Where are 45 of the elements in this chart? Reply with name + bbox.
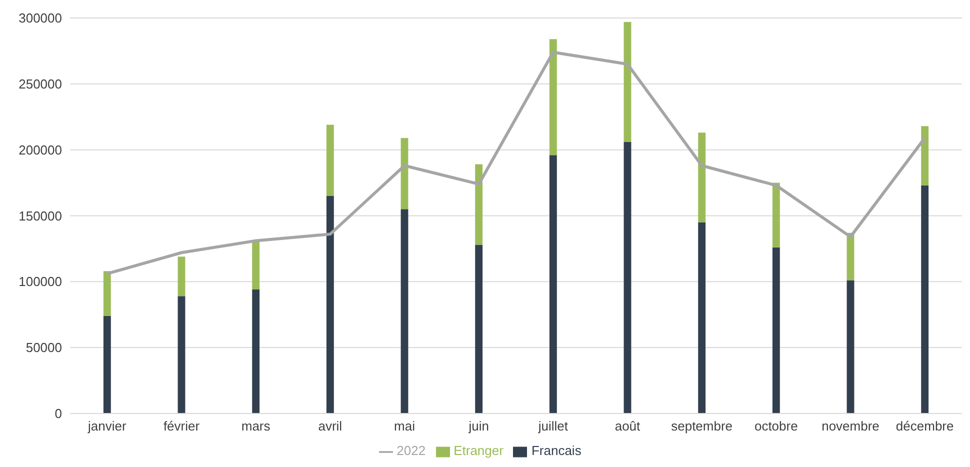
x-tick-label: août — [614, 418, 641, 434]
bar — [772, 182, 780, 248]
x-tick-label: juillet — [537, 418, 568, 434]
bar — [698, 132, 706, 222]
x-tick-label: septembre — [671, 418, 733, 434]
y-tick-label: 200000 — [18, 142, 62, 158]
bar — [252, 290, 260, 414]
bar — [549, 155, 557, 414]
x-tick-label: janvier — [87, 418, 127, 434]
line-series — [106, 50, 926, 276]
y-tick-label: 0 — [54, 406, 62, 422]
legend-label: Etranger — [454, 443, 504, 458]
x-tick-label: mars — [241, 418, 271, 434]
legend-label: 2022 — [396, 443, 426, 458]
y-tick-label: 300000 — [18, 10, 62, 26]
bar — [178, 256, 186, 296]
x-tick-label: février — [163, 418, 200, 434]
bar — [549, 39, 557, 156]
bar — [178, 296, 186, 414]
y-tick-label: 50000 — [26, 340, 62, 356]
bar — [921, 126, 929, 186]
bar — [475, 164, 483, 245]
y-tick-label: 100000 — [18, 274, 62, 290]
x-tick-label: octobre — [754, 418, 798, 434]
bar — [252, 240, 260, 290]
bar — [772, 247, 780, 414]
bar — [326, 124, 334, 196]
bar — [624, 142, 632, 414]
y-tick-label: 250000 — [18, 76, 62, 92]
x-tick-label: décembre — [896, 418, 954, 434]
bar — [103, 271, 111, 316]
x-tick-label: mai — [394, 418, 416, 434]
bar — [326, 196, 334, 414]
y-tick-label: 150000 — [18, 208, 62, 224]
legend-label: Francais — [531, 443, 582, 458]
x-tick-label: novembre — [822, 418, 880, 434]
bar — [103, 316, 111, 414]
x-tick-label: avril — [318, 418, 342, 434]
bar — [921, 185, 929, 414]
bar — [846, 280, 854, 414]
bar — [698, 222, 706, 414]
bar — [624, 22, 632, 142]
bar — [400, 209, 408, 414]
x-tick-label: juin — [468, 418, 489, 434]
bar — [475, 244, 483, 414]
